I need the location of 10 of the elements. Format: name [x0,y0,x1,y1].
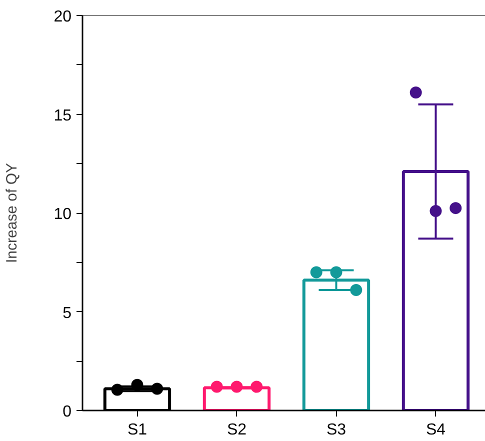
x-tick-label: S4 [426,422,446,438]
y-tick-label: 15 [54,107,72,124]
x-tick-label: S3 [326,422,346,438]
y-tick-label: 0 [62,404,72,420]
y-tick-label: 10 [54,206,72,223]
y-tick-label: 20 [54,8,72,26]
x-tick-label: S1 [127,422,148,438]
y-tick-label: 5 [62,304,72,322]
x-tick-label: S2 [226,422,247,438]
y-axis-title: Increase of QY [4,162,21,264]
